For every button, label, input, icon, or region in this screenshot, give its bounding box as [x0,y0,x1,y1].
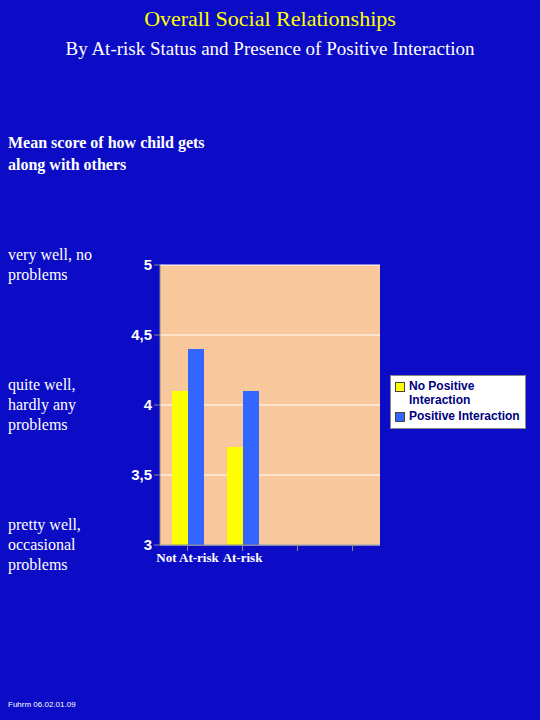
svg-text:pretty well,: pretty well, [8,516,81,534]
svg-text:3,5: 3,5 [131,466,152,483]
svg-text:problems: problems [8,266,68,284]
svg-text:occasional: occasional [8,536,76,553]
html-text:By At-risk Status and Presence: By At-risk Status and Presence of Positi… [65,38,475,59]
svg-text:very well, no: very well, no [8,246,92,264]
svg-text:At-risk: At-risk [223,550,263,565]
html-text:Mean score of how child gets a: Mean score of how child gets along with … [8,134,205,173]
svg-text:4: 4 [144,396,153,413]
svg-text:problems: problems [8,556,68,574]
svg-text:hardly any: hardly any [8,396,76,414]
svg-text:quite well,: quite well, [8,376,76,394]
html-text:No Positive Interaction: No Positive Interaction [409,379,475,407]
html-text:Fuhrm 06.02.01.09: Fuhrm 06.02.01.09 [8,700,76,709]
svg-text:4,5: 4,5 [131,326,152,343]
html-text:Overall Social Relationships: Overall Social Relationships [144,6,396,31]
html-text:Positive Interaction: Positive Interaction [409,409,520,423]
svg-text:5: 5 [144,256,152,273]
svg-text:problems: problems [8,416,68,434]
svg-text:3: 3 [144,536,152,553]
svg-text:Not At-risk: Not At-risk [156,550,219,565]
